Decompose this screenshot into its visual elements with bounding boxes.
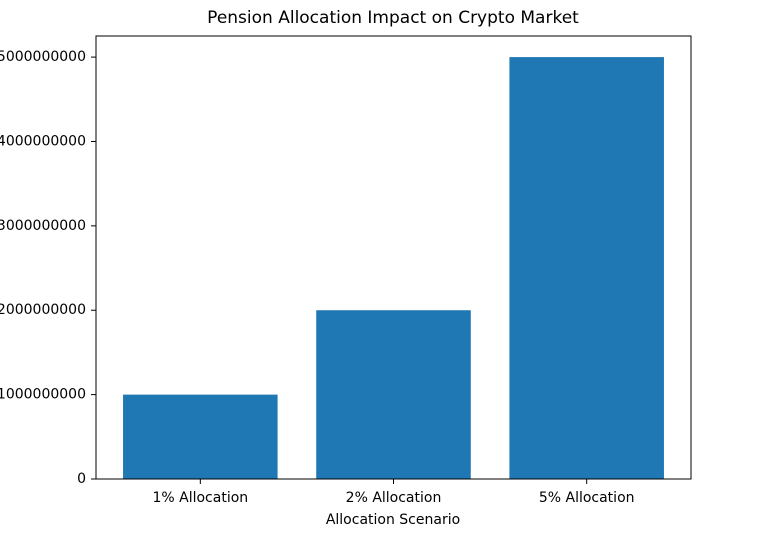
x-tick-label: 1% Allocation (152, 490, 248, 506)
y-tick-label: 4000000000 (0, 133, 86, 149)
bar (316, 310, 471, 479)
x-axis-label: Allocation Scenario (326, 512, 460, 528)
y-tick-label: 5000000000 (0, 49, 86, 65)
bar (509, 57, 664, 479)
chart-title: Pension Allocation Impact on Crypto Mark… (207, 8, 579, 28)
y-tick-label: 3000000000 (0, 218, 86, 234)
y-tick-label: 0 (77, 471, 86, 487)
y-tick-label: 2000000000 (0, 302, 86, 318)
y-tick-label: 1000000000 (0, 387, 86, 403)
x-tick-label: 5% Allocation (539, 490, 635, 506)
bar (123, 394, 278, 479)
plot-frame (95, 35, 692, 480)
x-tick-label: 2% Allocation (346, 490, 442, 506)
